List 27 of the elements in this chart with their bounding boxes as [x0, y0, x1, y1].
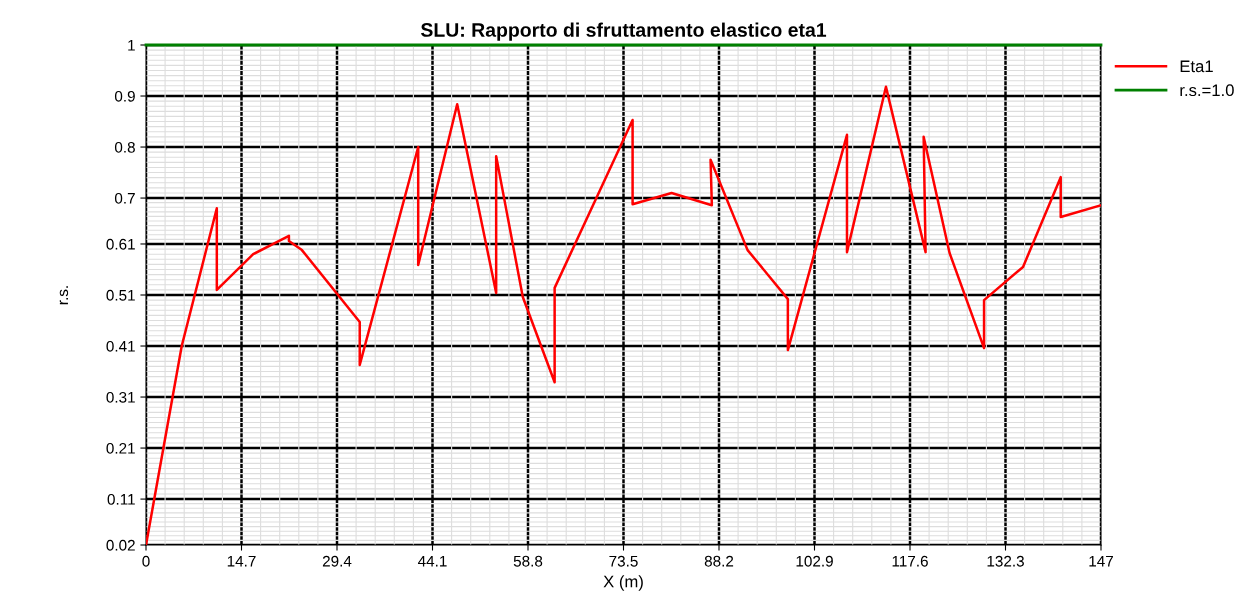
y-tick-label: 0.51	[106, 289, 135, 301]
y-axis-title: r.s.	[59, 286, 69, 305]
chart-title: SLU: Rapporto di sfruttamento elastico eta1	[420, 22, 827, 41]
x-tick-label: 102.9	[796, 555, 833, 567]
x-tick-label: 117.6	[892, 555, 928, 567]
x-tick-label: 147	[1089, 555, 1113, 567]
x-tick-label: 58.8	[513, 555, 543, 567]
y-tick-label: 0.8	[114, 141, 135, 153]
x-tick-label: 73.5	[609, 555, 638, 567]
x-tick-label: 0	[142, 555, 150, 567]
x-tick-label: 29.4	[322, 555, 352, 567]
x-axis-title: X (m)	[603, 575, 643, 591]
y-tick-label: 0.11	[107, 493, 135, 505]
x-tick-label: 44.1	[417, 555, 447, 567]
y-tick-label: 0.61	[106, 238, 135, 250]
legend-label: r.s.=1.0	[1180, 84, 1234, 97]
y-tick-label: 0.02	[106, 539, 135, 551]
legend-label: Eta1	[1180, 60, 1213, 73]
y-tick-label: 1	[128, 40, 135, 51]
y-tick-label: 0.7	[114, 192, 135, 204]
y-tick-label: 0.31	[106, 391, 135, 403]
x-tick-label: 132.3	[987, 555, 1024, 567]
x-tick-label: 88.2	[704, 555, 734, 567]
y-tick-label: 0.9	[114, 90, 135, 102]
y-tick-label: 0.41	[106, 340, 135, 352]
y-tick-label: 0.21	[106, 442, 135, 454]
x-tick-label: 14.7	[227, 555, 256, 567]
